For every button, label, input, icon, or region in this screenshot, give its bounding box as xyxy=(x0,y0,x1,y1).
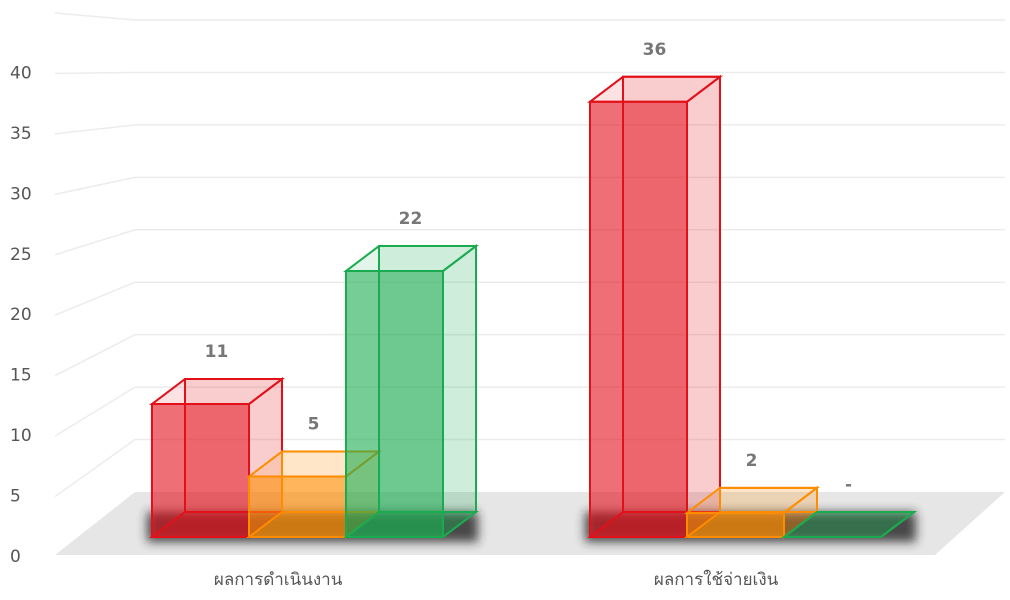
bar-face xyxy=(589,100,688,538)
grid-line xyxy=(54,281,1005,316)
grid-line xyxy=(54,438,1005,498)
data-label: 11 xyxy=(205,342,229,362)
grid-line xyxy=(54,124,1005,135)
grid-line xyxy=(54,176,1005,196)
bar xyxy=(684,485,820,540)
data-label: - xyxy=(845,475,852,495)
bar-face xyxy=(686,74,721,540)
bar xyxy=(587,74,723,540)
bar xyxy=(343,244,479,540)
bar-face xyxy=(248,475,347,538)
grid-line xyxy=(54,386,1005,437)
grid-line xyxy=(54,333,1005,377)
data-label: 2 xyxy=(746,451,758,471)
bar xyxy=(781,511,917,538)
bar-face xyxy=(151,403,250,538)
grid-line xyxy=(54,71,1005,75)
x-tick-label: ผลการใช้จ่ายเงิน xyxy=(654,569,779,590)
y-tick-label: 35 xyxy=(10,124,32,144)
bar-face xyxy=(345,270,444,538)
y-tick-label: 40 xyxy=(10,63,32,83)
data-label: 22 xyxy=(399,209,423,229)
y-tick-label: 30 xyxy=(10,184,32,204)
grid-line xyxy=(54,12,1005,21)
bar-face xyxy=(686,511,785,538)
y-tick-label: 15 xyxy=(10,366,32,386)
y-tick-label: 10 xyxy=(10,426,32,446)
y-tick-label: 0 xyxy=(10,547,21,567)
data-label: 36 xyxy=(643,40,667,60)
bar-face xyxy=(442,244,477,540)
x-tick-label: ผลการดำเนินงาน xyxy=(214,570,343,590)
y-tick-label: 5 xyxy=(10,487,21,507)
grid-line xyxy=(54,229,1005,256)
y-tick-label: 20 xyxy=(10,305,32,325)
y-tick-label: 25 xyxy=(10,245,32,265)
data-label: 5 xyxy=(308,415,320,435)
